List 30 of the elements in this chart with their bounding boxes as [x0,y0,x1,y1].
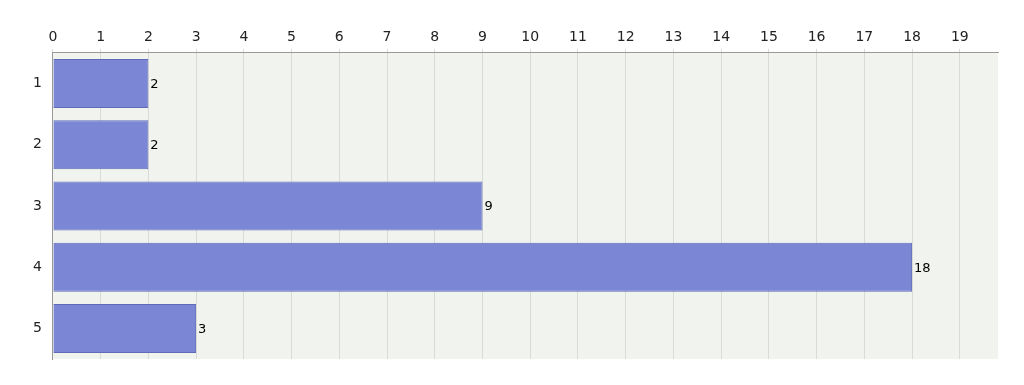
x-tick-label: 9 [478,28,487,45]
x-tick-label: 2 [143,28,153,45]
x-tick-label: 10 [521,28,540,45]
x-tick-label: 18 [903,28,921,45]
x-tick-label: 15 [759,28,778,45]
x-tick-label: 19 [950,28,969,45]
y-tick-label: 5 [32,319,42,336]
x-tick-label: 3 [191,28,201,45]
x-tick-label: 8 [430,28,440,45]
x-tick-label: 14 [712,28,731,45]
x-tick-label: 16 [807,28,826,45]
x-tick-label: 17 [855,28,874,45]
data-label: 9 [484,198,493,214]
x-tick-label: 11 [569,28,587,45]
data-label: 18 [914,259,931,275]
x-tick-label: 1 [96,28,106,45]
x-tick-label: 4 [239,28,249,45]
y-tick-label: 1 [32,74,42,91]
data-label: 3 [198,320,207,336]
y-tick-label: 3 [32,196,42,213]
data-label: 2 [150,137,159,153]
data-label: 2 [150,75,159,91]
x-tick-label: 13 [664,28,683,45]
x-tick-label: 6 [334,28,344,45]
x-tick-label: 12 [616,28,635,45]
y-tick-label: 4 [32,257,42,274]
x-tick-label: 7 [382,28,392,45]
x-tick-label: 5 [287,28,297,45]
y-tick-label: 2 [32,135,42,152]
x-tick-label: 0 [48,28,58,45]
